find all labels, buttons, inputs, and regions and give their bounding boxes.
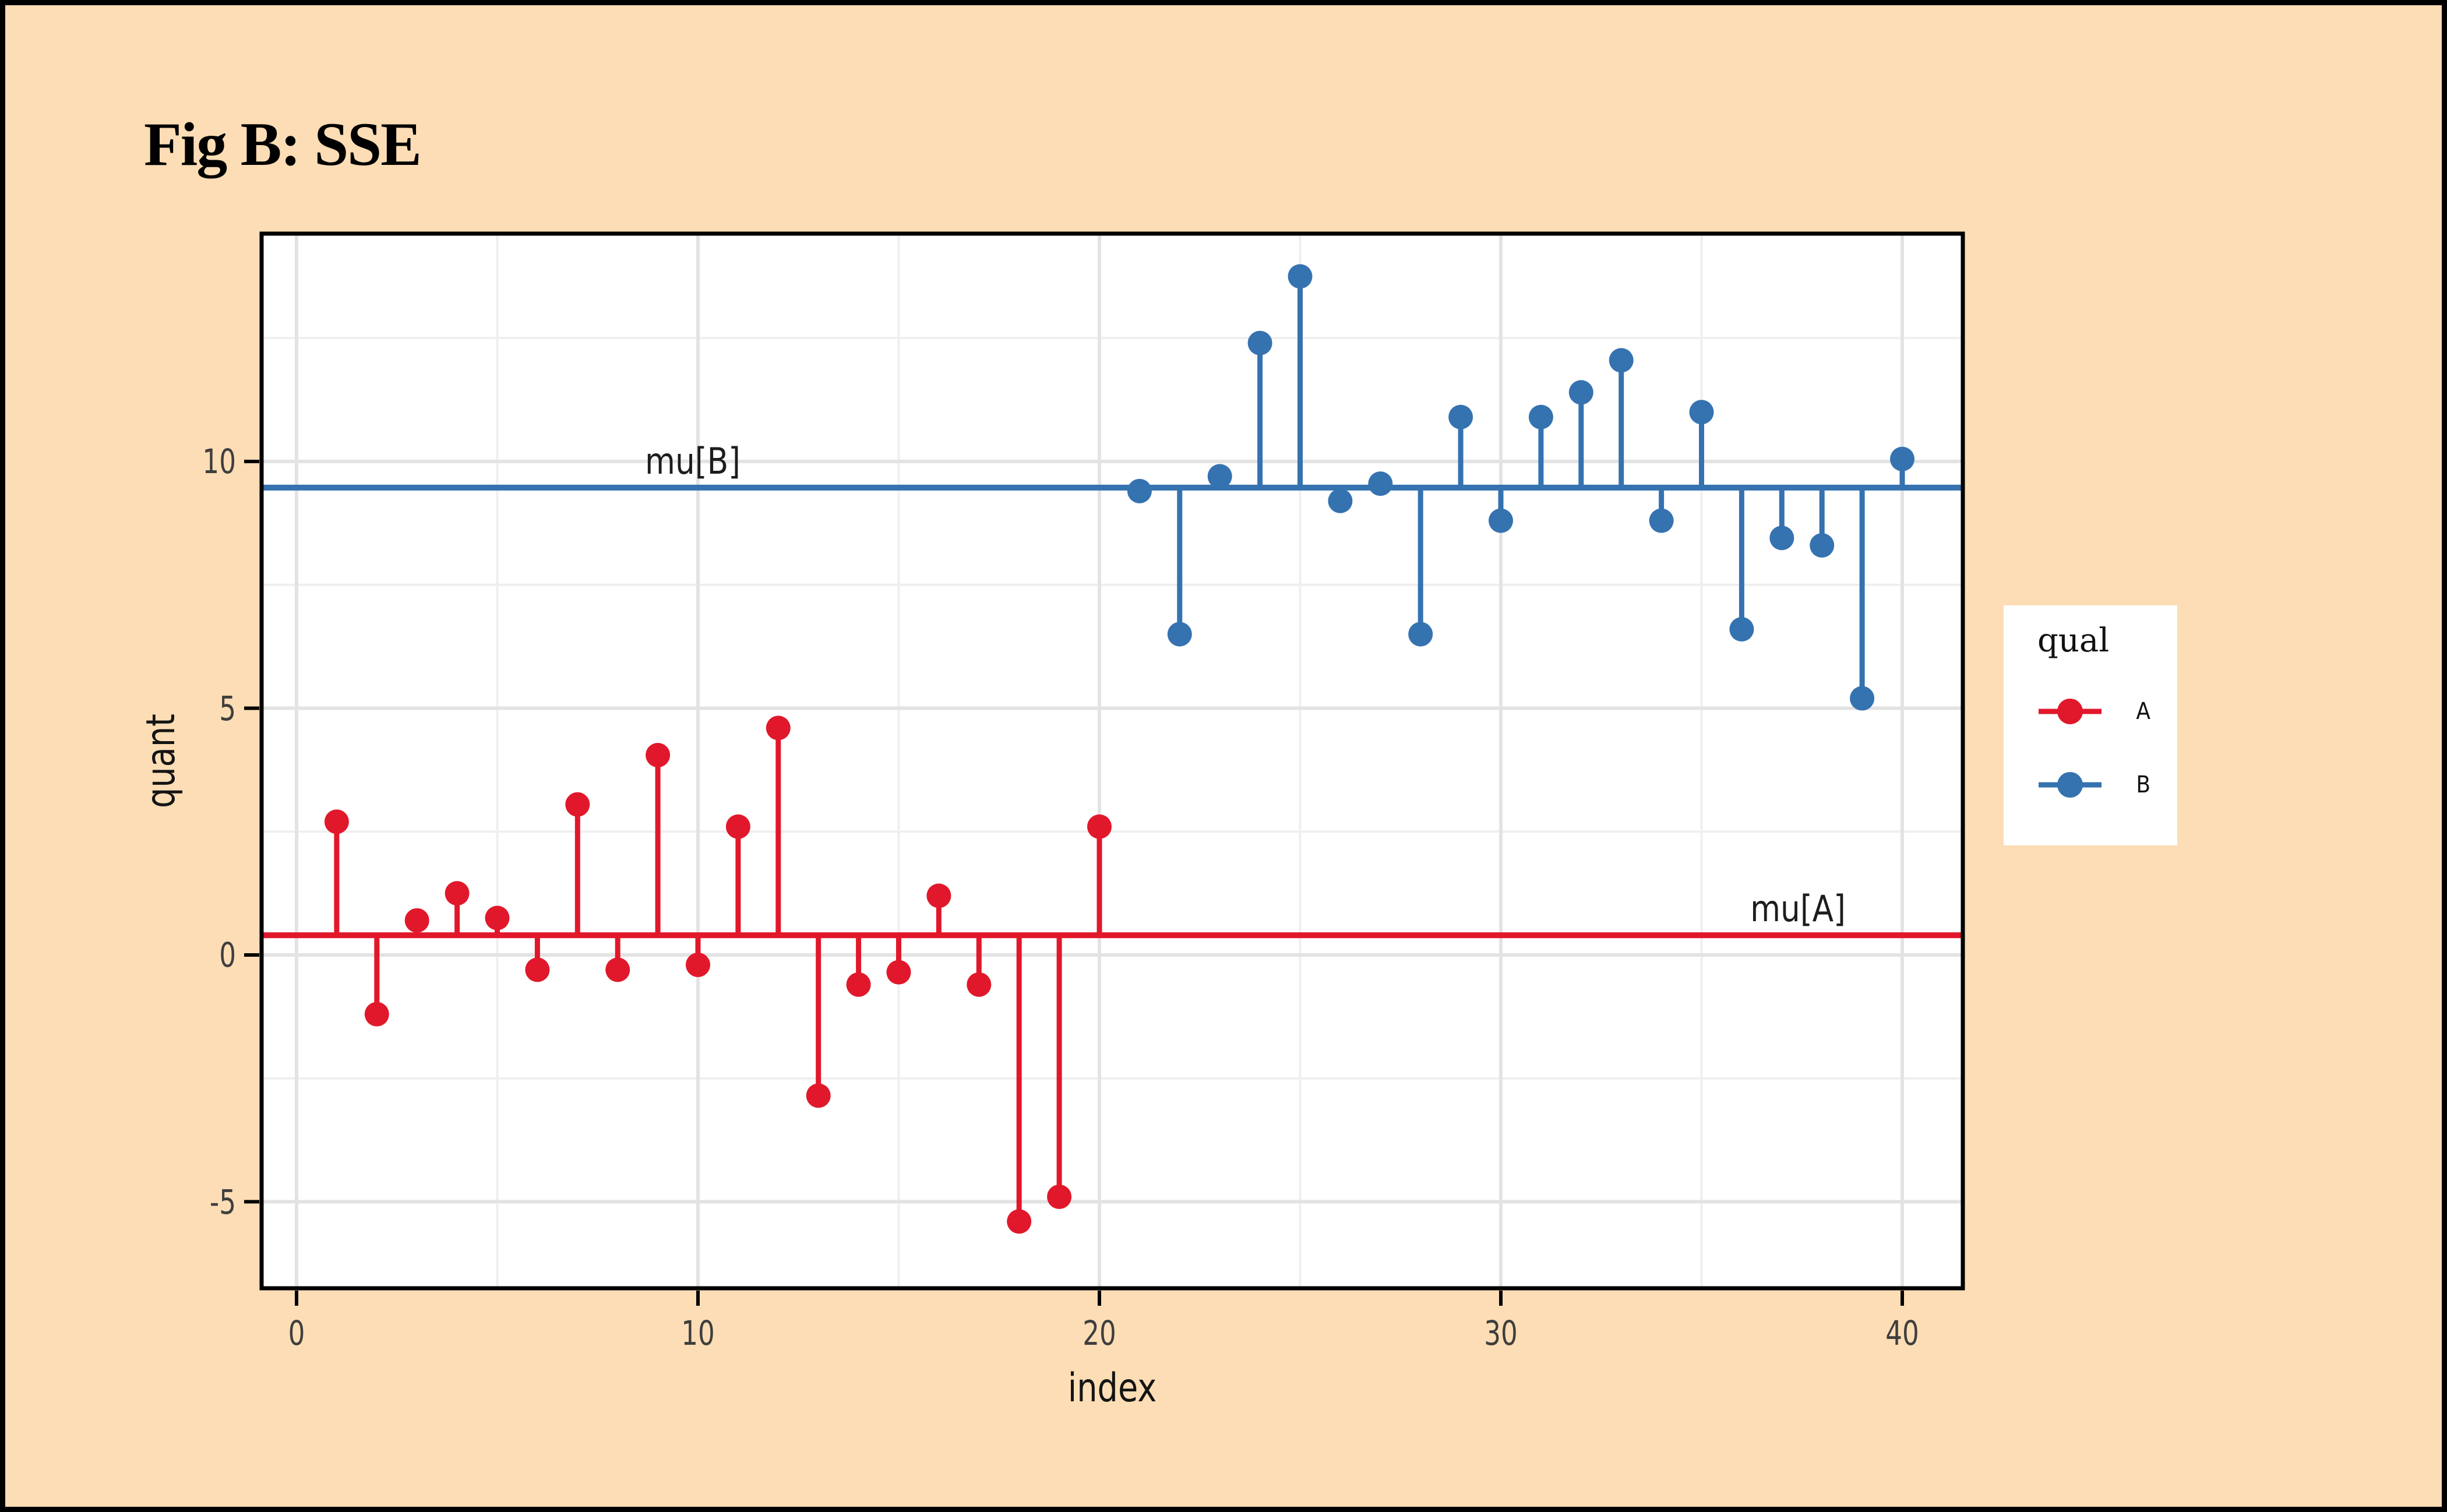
y-tick-label: 10 xyxy=(202,442,236,481)
plot-panel xyxy=(244,231,1965,1306)
data-point-A xyxy=(445,881,470,906)
x-tick-label: 40 xyxy=(1885,1313,1919,1353)
y-tick-label: -5 xyxy=(209,1182,236,1222)
mean-label-A: mu[A] xyxy=(1750,887,1846,931)
data-point-B xyxy=(1328,488,1353,513)
data-point-B xyxy=(1890,446,1914,471)
data-point-A xyxy=(725,814,750,839)
data-point-B xyxy=(1489,508,1513,533)
legend-key-b-icon xyxy=(2039,771,2102,798)
data-point-B xyxy=(1568,380,1593,405)
data-point-B xyxy=(1609,348,1634,373)
data-point-B xyxy=(1729,616,1754,642)
x-tick-label: 10 xyxy=(681,1313,715,1353)
data-point-B xyxy=(1288,264,1313,289)
data-point-A xyxy=(646,742,671,767)
data-point-A xyxy=(846,972,871,997)
data-point-B xyxy=(1769,526,1794,551)
data-point-A xyxy=(565,792,590,817)
x-axis-title: index xyxy=(1067,1365,1157,1411)
data-point-B xyxy=(1528,404,1553,429)
data-point-B xyxy=(1247,330,1272,355)
data-point-B xyxy=(1649,508,1674,533)
data-point-A xyxy=(766,716,791,741)
data-point-A xyxy=(324,809,349,834)
data-point-A xyxy=(806,1083,831,1108)
data-point-A xyxy=(886,960,911,985)
data-point-A xyxy=(404,908,429,933)
legend-entry-A: A xyxy=(2037,688,2177,735)
x-tick-label: 0 xyxy=(288,1313,305,1353)
data-point-B xyxy=(1127,478,1152,503)
data-point-A xyxy=(1047,1185,1072,1210)
panel-border xyxy=(259,231,1965,1291)
legend-entry-label: A xyxy=(2136,697,2151,725)
data-point-B xyxy=(1850,686,1875,711)
legend-key-a-icon xyxy=(2039,698,2102,724)
legend-entry-B: B xyxy=(2037,762,2177,808)
data-point-A xyxy=(605,957,630,982)
panel-background xyxy=(262,234,1963,1288)
data-point-A xyxy=(1007,1209,1032,1234)
legend: qual A B xyxy=(2004,605,2177,845)
data-point-B xyxy=(1207,464,1232,489)
figure-title: Fig B: SSE xyxy=(144,110,422,178)
y-tick-label: 5 xyxy=(219,688,236,728)
data-point-B xyxy=(1448,404,1473,429)
data-point-B xyxy=(1167,622,1192,647)
data-point-A xyxy=(485,905,510,931)
data-point-A xyxy=(525,957,550,982)
mean-label-B: mu[B] xyxy=(645,439,741,482)
legend-title: qual xyxy=(2037,622,2110,660)
data-point-A xyxy=(686,952,710,977)
x-tick-label: 20 xyxy=(1083,1313,1116,1353)
y-tick-label: 0 xyxy=(219,935,236,975)
data-point-B xyxy=(1408,622,1433,647)
legend-entry-label: B xyxy=(2136,771,2151,798)
data-point-B xyxy=(1368,471,1393,496)
y-axis-title: quant xyxy=(138,713,184,809)
data-point-A xyxy=(364,1002,389,1027)
data-point-B xyxy=(1810,533,1835,558)
data-point-A xyxy=(967,972,992,997)
data-point-A xyxy=(1087,814,1112,839)
data-point-B xyxy=(1689,400,1714,425)
data-point-A xyxy=(926,883,951,908)
x-tick-label: 30 xyxy=(1484,1313,1518,1353)
